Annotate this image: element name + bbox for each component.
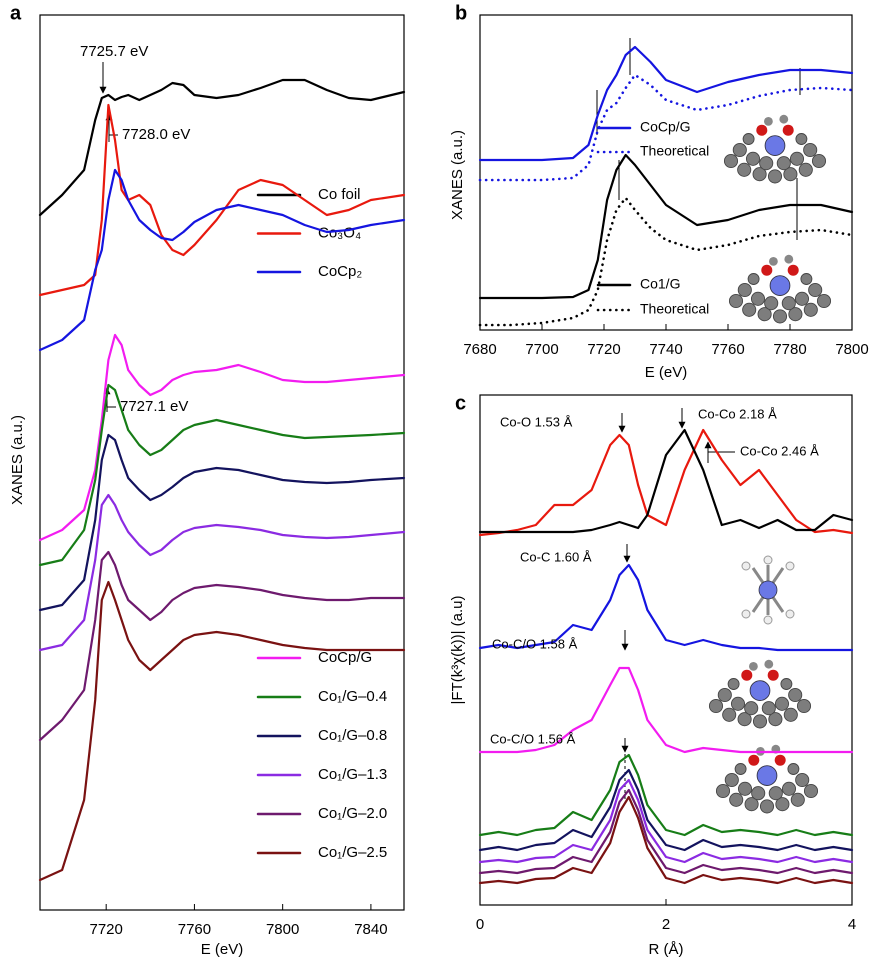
molecule <box>716 745 817 813</box>
legend-label: Co₁/G–2.0 <box>318 805 387 822</box>
legend-label: Co1/G <box>640 276 680 292</box>
molecule <box>724 115 825 183</box>
x-axis-label: E (eV) <box>645 364 688 381</box>
legend-label: CoCp/G <box>318 649 372 666</box>
molecule <box>709 660 810 728</box>
panel-label: a <box>10 2 22 24</box>
legend-label: Theoretical <box>640 143 709 159</box>
legend-label: Theoretical <box>640 301 709 317</box>
x-tick-label: 7740 <box>649 341 682 358</box>
x-tick-label: 0 <box>476 916 484 933</box>
series-line <box>480 780 852 862</box>
x-axis-label: R (Å) <box>649 941 684 958</box>
x-tick-label: 7800 <box>835 341 868 358</box>
annotation: Co-C/O 1.58 Å <box>492 636 578 651</box>
x-tick-label: 2 <box>662 916 670 933</box>
figure: a E (eV) XANES (a.u.) 7720 7760 7800 7840 Co fo… <box>0 0 874 963</box>
legend-label: CoCp₂ <box>318 263 362 280</box>
legend-label: CoCp/G <box>640 119 691 135</box>
annotation: 7725.7 eV <box>80 43 148 60</box>
annotation: Co-Co 2.18 Å <box>698 406 777 421</box>
legend-label: Co₁/G–0.4 <box>318 688 387 705</box>
legend-label: Co₁/G–2.5 <box>318 844 387 861</box>
x-tick-label: 7680 <box>463 341 496 358</box>
annotation: Co-C/O 1.56 Å <box>490 731 576 746</box>
x-tick-label: 7800 <box>266 921 299 938</box>
x-tick-label: 7700 <box>525 341 558 358</box>
annotation: Co-Co 2.46 Å <box>740 443 819 458</box>
x-axis-label: E (eV) <box>201 941 244 958</box>
page: a E (eV) XANES (a.u.) 7720 7760 7800 7840 Co fo… <box>0 0 874 963</box>
panel-label: b <box>455 2 467 24</box>
x-tick-label: 7780 <box>773 341 806 358</box>
annotation: Co-O 1.53 Å <box>500 414 573 429</box>
y-axis-label: |FT(k³χ(k))| (a.u) <box>449 596 466 705</box>
legend-label: Co foil <box>318 186 361 203</box>
molecule <box>742 556 794 624</box>
x-tick-label: 7720 <box>89 921 122 938</box>
legend-label: Co₁/G–1.3 <box>318 766 387 783</box>
x-tick-label: 7760 <box>711 341 744 358</box>
panel-label: c <box>455 392 466 414</box>
annotation: Co-C 1.60 Å <box>520 549 592 564</box>
annotation: 7728.0 eV <box>122 126 190 143</box>
legend-label: Co₃O₄ <box>318 224 361 241</box>
legend-label: Co₁/G–0.8 <box>318 727 387 744</box>
y-axis-label: XANES (a.u.) <box>449 130 466 220</box>
molecule <box>729 255 830 323</box>
annotation: 7727.1 eV <box>120 398 188 415</box>
x-tick-label: 7760 <box>178 921 211 938</box>
series-line <box>40 435 404 610</box>
x-tick-label: 7840 <box>354 921 387 938</box>
y-axis-label: XANES (a.u.) <box>9 415 26 505</box>
x-tick-label: 7720 <box>587 341 620 358</box>
series-line <box>40 335 404 540</box>
x-tick-label: 4 <box>848 916 856 933</box>
